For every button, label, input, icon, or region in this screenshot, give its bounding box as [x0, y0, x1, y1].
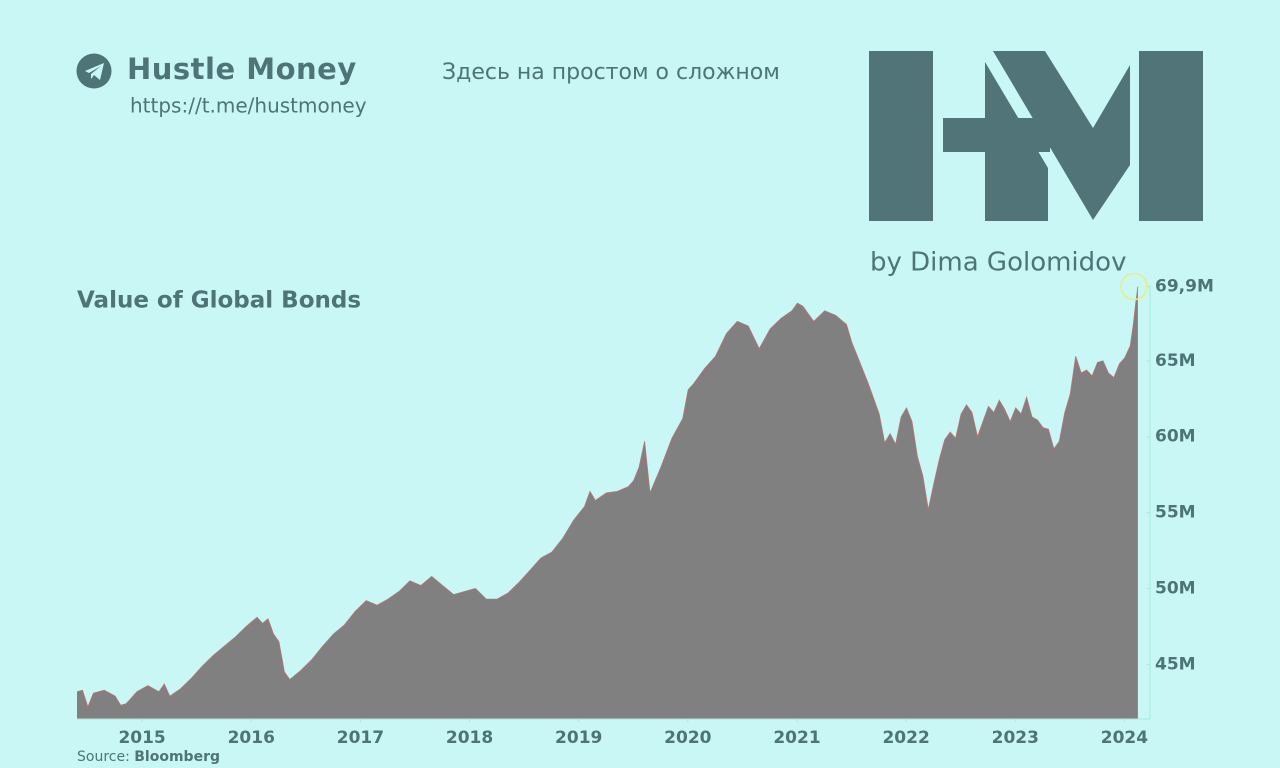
- source-name: Bloomberg: [134, 749, 220, 765]
- x-tick-label: 2020: [664, 728, 711, 748]
- source-label: Source:: [77, 749, 130, 765]
- x-tick-label: 2023: [992, 728, 1039, 748]
- telegram-icon: [76, 53, 112, 89]
- area-edge: [76, 286, 1139, 709]
- y-tick-label: 55M: [1155, 503, 1196, 523]
- brand: Hustle Money: [127, 52, 357, 86]
- x-tick-label: 2022: [882, 728, 929, 748]
- y-tick-label: 45M: [1155, 654, 1196, 674]
- logo: [869, 51, 1203, 221]
- y-tick-label: 60M: [1155, 427, 1196, 447]
- y-tick-label: 69,9M: [1155, 277, 1214, 297]
- source: Source: Bloomberg: [77, 749, 220, 765]
- x-tick-label: 2024: [1101, 728, 1148, 748]
- author: by Dima Golomidov: [870, 248, 1126, 278]
- x-tick-label: 2018: [446, 728, 493, 748]
- chart-title: Value of Global Bonds: [77, 288, 361, 314]
- last-value-highlight: [1120, 272, 1148, 301]
- tagline: Здесь на простом о сложном: [442, 60, 780, 85]
- x-tick-label: 2021: [773, 728, 820, 748]
- x-tick-label: 2019: [555, 728, 602, 748]
- x-tick-label: 2016: [228, 728, 275, 748]
- area: [77, 286, 1138, 719]
- y-tick-label: 50M: [1155, 578, 1196, 598]
- y-tick-label: 65M: [1155, 351, 1196, 371]
- channel-link[interactable]: https://t.me/hustmoney: [130, 94, 367, 118]
- x-tick-label: 2015: [118, 728, 165, 748]
- x-tick-label: 2017: [337, 728, 384, 748]
